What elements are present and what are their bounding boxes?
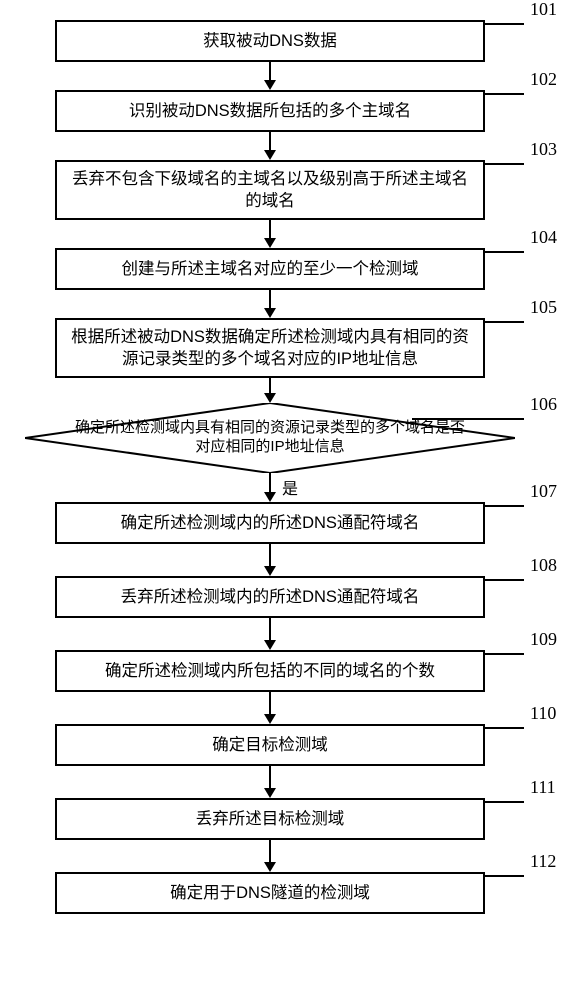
decision-text: 确定所述检测域内具有相同的资源记录类型的多个域名是否对应相同的IP地址信息 (25, 403, 515, 473)
step-text: 确定所述检测域内的所述DNS通配符域名 (121, 512, 420, 534)
step-text: 丢弃所述目标检测域 (196, 808, 345, 830)
leader-line (485, 579, 524, 581)
step-number-102: 102 (530, 69, 557, 90)
flow-decision-106: 确定所述检测域内具有相同的资源记录类型的多个域名是否对应相同的IP地址信息 (25, 403, 515, 473)
step-number-105: 105 (530, 297, 557, 318)
flow-step-111: 丢弃所述目标检测域 (55, 798, 485, 840)
step-number-108: 108 (530, 555, 557, 576)
step-number-101: 101 (530, 0, 557, 20)
leader-line (485, 727, 524, 729)
flow-step-108: 丢弃所述检测域内的所述DNS通配符域名 (55, 576, 485, 618)
flow-step-107: 确定所述检测域内的所述DNS通配符域名 (55, 502, 485, 544)
flow-step-112: 确定用于DNS隧道的检测域 (55, 872, 485, 914)
flow-step-102: 识别被动DNS数据所包括的多个主域名 (55, 90, 485, 132)
branch-label-yes: 是 (282, 475, 298, 499)
step-number-111: 111 (530, 777, 556, 798)
step-number-110: 110 (530, 703, 556, 724)
flow-step-109: 确定所述检测域内所包括的不同的域名的个数 (55, 650, 485, 692)
leader-line (485, 93, 524, 95)
step-number-106: 106 (530, 394, 557, 415)
step-number-103: 103 (530, 139, 557, 160)
step-text: 确定所述检测域内所包括的不同的域名的个数 (105, 660, 435, 682)
leader-line (485, 505, 524, 507)
leader-line (485, 653, 524, 655)
leader-line (485, 251, 524, 253)
step-text: 确定目标检测域 (212, 734, 328, 756)
step-text: 创建与所述主域名对应的至少一个检测域 (122, 258, 419, 280)
step-number-104: 104 (530, 227, 557, 248)
flow-step-104: 创建与所述主域名对应的至少一个检测域 (55, 248, 485, 290)
step-text: 识别被动DNS数据所包括的多个主域名 (129, 100, 411, 122)
leader-line (412, 418, 524, 420)
step-text: 丢弃所述检测域内的所述DNS通配符域名 (121, 586, 420, 608)
step-text: 根据所述被动DNS数据确定所述检测域内具有相同的资源记录类型的多个域名对应的IP… (65, 326, 475, 371)
flow-step-110: 确定目标检测域 (55, 724, 485, 766)
flow-step-103: 丢弃不包含下级域名的主域名以及级别高于所述主域名的域名 (55, 160, 485, 220)
leader-line (485, 23, 524, 25)
flow-step-105: 根据所述被动DNS数据确定所述检测域内具有相同的资源记录类型的多个域名对应的IP… (55, 318, 485, 378)
step-number-112: 112 (530, 851, 556, 872)
leader-line (485, 163, 524, 165)
leader-line (485, 875, 524, 877)
leader-line (485, 321, 524, 323)
step-text: 确定用于DNS隧道的检测域 (170, 882, 370, 904)
flow-step-101: 获取被动DNS数据 (55, 20, 485, 62)
step-number-109: 109 (530, 629, 557, 650)
leader-line (485, 801, 524, 803)
step-text: 获取被动DNS数据 (203, 30, 337, 52)
step-number-107: 107 (530, 481, 557, 502)
step-text: 丢弃不包含下级域名的主域名以及级别高于所述主域名的域名 (65, 168, 475, 213)
